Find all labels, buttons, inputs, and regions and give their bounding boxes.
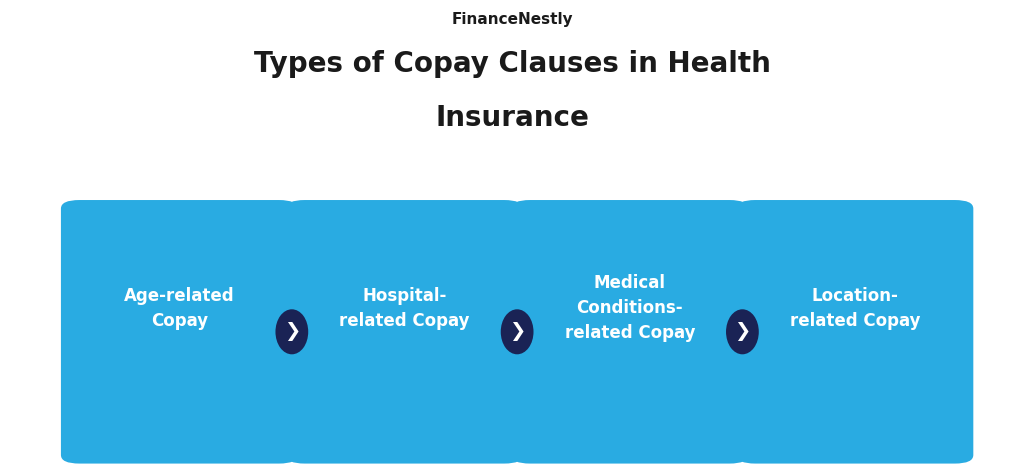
Text: Insurance: Insurance xyxy=(435,104,589,132)
Text: Medical
Conditions-
related Copay: Medical Conditions- related Copay xyxy=(564,274,695,342)
Ellipse shape xyxy=(275,310,308,355)
Text: Age-related
Copay: Age-related Copay xyxy=(124,287,234,329)
Text: ❯: ❯ xyxy=(509,322,525,341)
Text: FinanceNestly: FinanceNestly xyxy=(452,12,572,27)
FancyBboxPatch shape xyxy=(286,200,522,464)
Text: Hospital-
related Copay: Hospital- related Copay xyxy=(339,287,470,329)
Text: Location-
related Copay: Location- related Copay xyxy=(790,287,921,329)
FancyBboxPatch shape xyxy=(511,200,748,464)
FancyBboxPatch shape xyxy=(60,200,297,464)
Text: ❯: ❯ xyxy=(284,322,300,341)
Ellipse shape xyxy=(501,310,534,355)
Text: Types of Copay Clauses in Health: Types of Copay Clauses in Health xyxy=(254,50,770,78)
FancyBboxPatch shape xyxy=(736,200,973,464)
Ellipse shape xyxy=(726,310,759,355)
Text: ❯: ❯ xyxy=(734,322,751,341)
